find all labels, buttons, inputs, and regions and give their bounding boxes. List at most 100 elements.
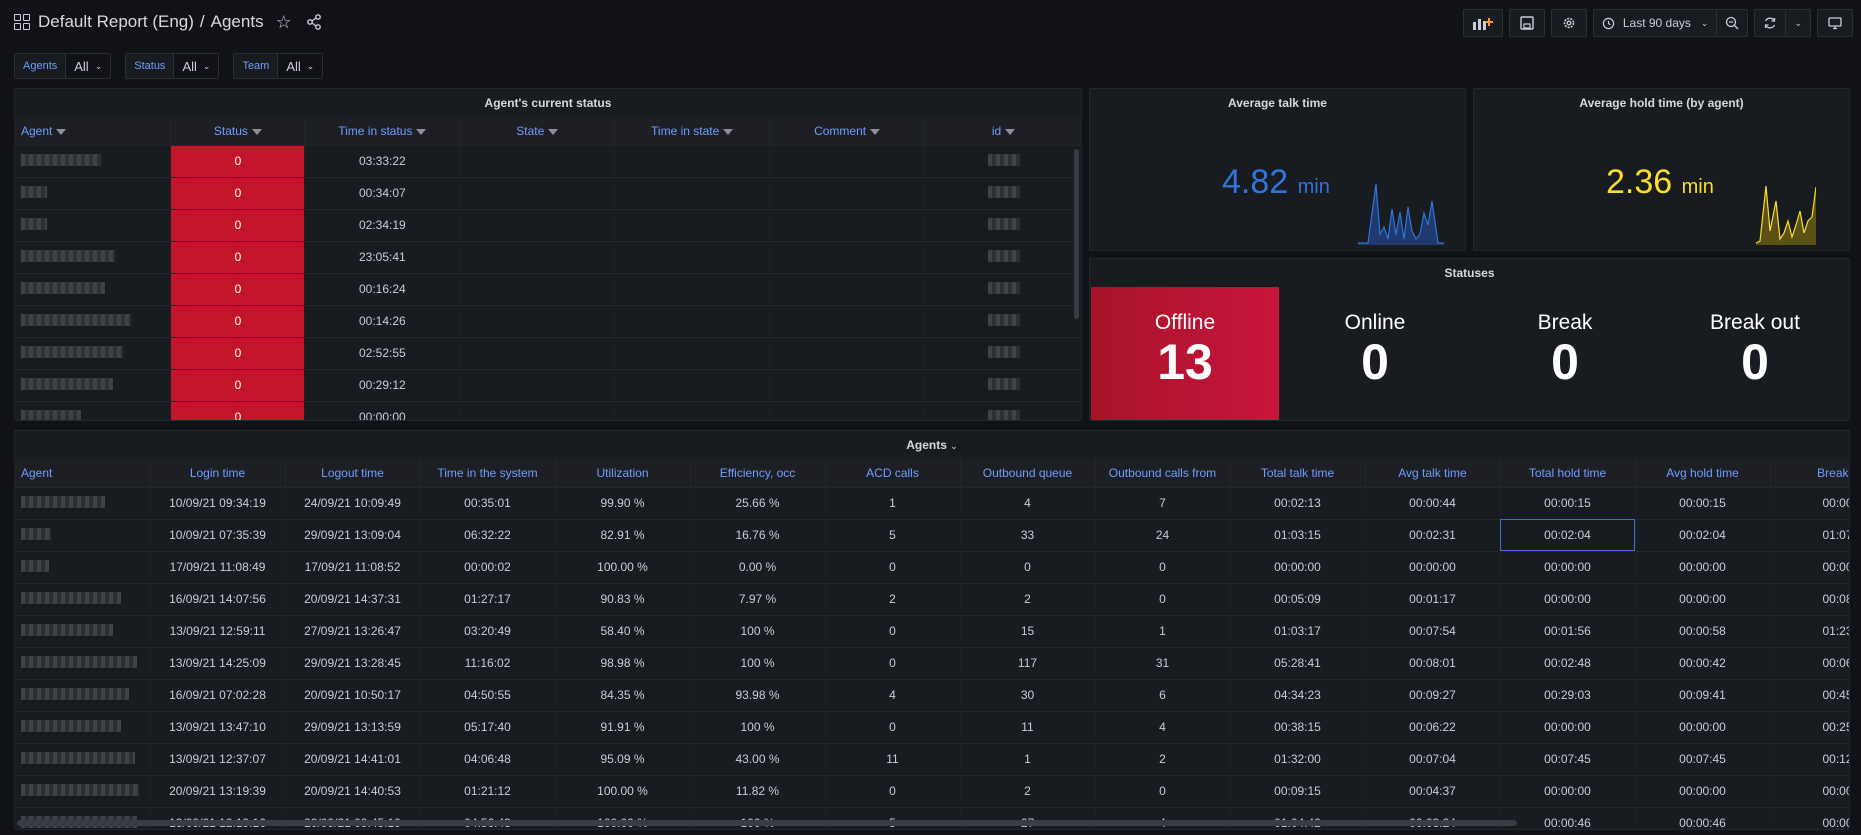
table-row[interactable]: 0 00:34:07 xyxy=(15,176,1081,209)
dashboard-folder-title[interactable]: Default Report (Eng) xyxy=(38,12,194,31)
table-cell: 04:34:23 xyxy=(1230,678,1366,711)
panel-title[interactable]: Statuses xyxy=(1444,266,1495,280)
table-cell: 24 xyxy=(1095,518,1231,551)
agent-name-cell xyxy=(15,646,151,679)
table-cell: 00:00:00 xyxy=(1500,582,1636,615)
table-row[interactable]: 10/09/21 07:35:39 29/09/21 13:09:04 06:32:… xyxy=(15,518,1849,551)
agents-panel: Agents ⌄ Agent Login time Logout time Time … xyxy=(14,430,1850,830)
variable-agents-select[interactable]: All ⌄ xyxy=(66,53,112,79)
table-cell: 00:00:44 xyxy=(1365,486,1501,519)
table-row[interactable]: 0 00:00:00 xyxy=(15,400,1081,420)
column-header-id[interactable]: id xyxy=(924,117,1081,145)
variable-status-select[interactable]: All ⌄ xyxy=(174,53,220,79)
table-cell: 01:27:17 xyxy=(420,582,556,615)
time-in-status-cell: 00:14:26 xyxy=(304,304,461,337)
status-name: Break out xyxy=(1710,311,1800,334)
refresh-interval-dropdown[interactable]: ⌄ xyxy=(1786,10,1810,36)
column-header[interactable]: Outbound calls from xyxy=(1095,459,1231,487)
table-row[interactable]: 0 02:34:19 xyxy=(15,208,1081,241)
table-row[interactable]: 0 00:14:26 xyxy=(15,304,1081,337)
filter-icon[interactable] xyxy=(251,128,262,135)
panel-title[interactable]: Agent's current status xyxy=(484,96,612,110)
zoom-out-button[interactable] xyxy=(1717,10,1747,36)
table-row[interactable]: 13/09/21 12:19:1620/09/21 09:45:1904:56:… xyxy=(15,806,1849,829)
status-name: Online xyxy=(1344,311,1406,334)
table-row[interactable]: 13/09/21 12:59:11 27/09/21 13:26:47 03:20:… xyxy=(15,614,1849,647)
refresh-icon xyxy=(1765,17,1776,29)
table-row[interactable]: 16/09/21 14:07:56 20/09/21 14:37:31 01:27:… xyxy=(15,582,1849,615)
horizontal-scrollbar[interactable] xyxy=(17,820,1517,826)
time-range-button[interactable]: Last 90 days ⌄ xyxy=(1594,10,1718,36)
filter-icon[interactable] xyxy=(1005,128,1016,135)
table-cell: 30 xyxy=(960,678,1096,711)
column-header[interactable]: ACD calls xyxy=(825,459,961,487)
vertical-scrollbar[interactable] xyxy=(1074,149,1079,319)
column-header-agent[interactable]: Agent xyxy=(15,117,172,145)
status-cell: 0 xyxy=(170,304,306,337)
panel-title[interactable]: Agents ⌄ xyxy=(15,431,1849,459)
table-cell: 100.00 % xyxy=(555,550,691,583)
column-header[interactable]: Agent xyxy=(15,459,151,487)
table-row[interactable]: 0 00:16:24 xyxy=(15,272,1081,305)
table-row[interactable]: 0 23:05:41 xyxy=(15,240,1081,273)
panel-title[interactable]: Average talk time xyxy=(1228,96,1327,110)
table-cell: 00:00:00 xyxy=(1365,550,1501,583)
filter-icon[interactable] xyxy=(416,128,427,135)
column-header-time-in-state[interactable]: Time in state xyxy=(614,117,771,145)
comment-cell xyxy=(769,368,926,401)
column-header[interactable]: Time in the system xyxy=(420,459,556,487)
table-row[interactable]: 17/09/21 11:08:49 17/09/21 11:08:52 00:00:… xyxy=(15,550,1849,583)
table-cell: 00:09:15 xyxy=(1230,774,1366,807)
filter-icon[interactable] xyxy=(723,128,734,135)
dashboards-grid-icon[interactable] xyxy=(14,14,30,30)
filter-icon[interactable] xyxy=(56,128,67,135)
table-row[interactable]: 13/09/21 14:25:09 29/09/21 13:28:45 11:16:… xyxy=(15,646,1849,679)
tv-mode-button[interactable] xyxy=(1817,9,1853,37)
column-header[interactable]: Avg talk time xyxy=(1365,459,1501,487)
star-icon[interactable]: ☆ xyxy=(275,11,292,32)
time-in-status-cell: 02:34:19 xyxy=(304,208,461,241)
column-header-status[interactable]: Status xyxy=(170,117,306,145)
table-cell: 00:00:00 xyxy=(1230,550,1366,583)
agent-name-cell xyxy=(15,678,151,711)
table-row[interactable]: 0 03:33:22 xyxy=(15,144,1081,177)
table-row[interactable]: 0 00:29:12 xyxy=(15,368,1081,401)
table-row[interactable]: 20/09/21 13:19:39 20/09/21 14:40:53 01:21:… xyxy=(15,774,1849,807)
table-cell: 31 xyxy=(1095,646,1231,679)
column-header[interactable]: Efficiency, occ xyxy=(690,459,826,487)
table-cell: 91.91 % xyxy=(555,710,691,743)
dashboard-title[interactable]: Agents xyxy=(210,12,264,31)
column-header[interactable]: Outbound queue xyxy=(960,459,1096,487)
column-header[interactable]: Utilization xyxy=(555,459,691,487)
column-header-state[interactable]: State xyxy=(459,117,616,145)
table-cell: 00:07:04 xyxy=(1365,742,1501,775)
add-panel-button[interactable] xyxy=(1462,9,1503,37)
panel-title[interactable]: Average hold time (by agent) xyxy=(1579,96,1744,110)
table-row[interactable]: 0 02:52:55 xyxy=(15,336,1081,369)
table-row[interactable]: 13/09/21 12:37:07 20/09/21 14:41:01 04:06:… xyxy=(15,742,1849,775)
panel-title-text: Agents xyxy=(906,438,947,452)
refresh-button[interactable] xyxy=(1755,10,1787,36)
filter-icon[interactable] xyxy=(548,128,559,135)
time-in-state-cell xyxy=(614,336,771,369)
share-icon[interactable] xyxy=(306,14,322,30)
table-row[interactable]: 13/09/21 13:47:10 29/09/21 13:13:59 05:17:… xyxy=(15,710,1849,743)
state-cell xyxy=(459,208,616,241)
column-header[interactable]: Total talk time xyxy=(1230,459,1366,487)
variable-team-select[interactable]: All ⌄ xyxy=(278,53,324,79)
column-header[interactable]: Break tim xyxy=(1770,459,1849,487)
column-header[interactable]: Logout time xyxy=(285,459,421,487)
table-row[interactable]: 10/09/21 09:34:19 24/09/21 10:09:49 00:35:… xyxy=(15,486,1849,519)
column-header[interactable]: Total hold time xyxy=(1500,459,1636,487)
column-header-comment[interactable]: Comment xyxy=(769,117,926,145)
save-dashboard-button[interactable] xyxy=(1508,9,1545,37)
dashboard-settings-button[interactable] xyxy=(1550,9,1587,37)
filter-icon[interactable] xyxy=(870,128,881,135)
table-cell: 11 xyxy=(960,710,1096,743)
table-row[interactable]: 16/09/21 07:02:28 20/09/21 10:50:17 04:50:… xyxy=(15,678,1849,711)
column-header[interactable]: Login time xyxy=(150,459,286,487)
column-header-time-in-status[interactable]: Time in status xyxy=(304,117,461,145)
column-header[interactable]: Avg hold time xyxy=(1635,459,1771,487)
redacted-agent-name xyxy=(21,281,105,294)
id-cell xyxy=(924,400,1081,420)
